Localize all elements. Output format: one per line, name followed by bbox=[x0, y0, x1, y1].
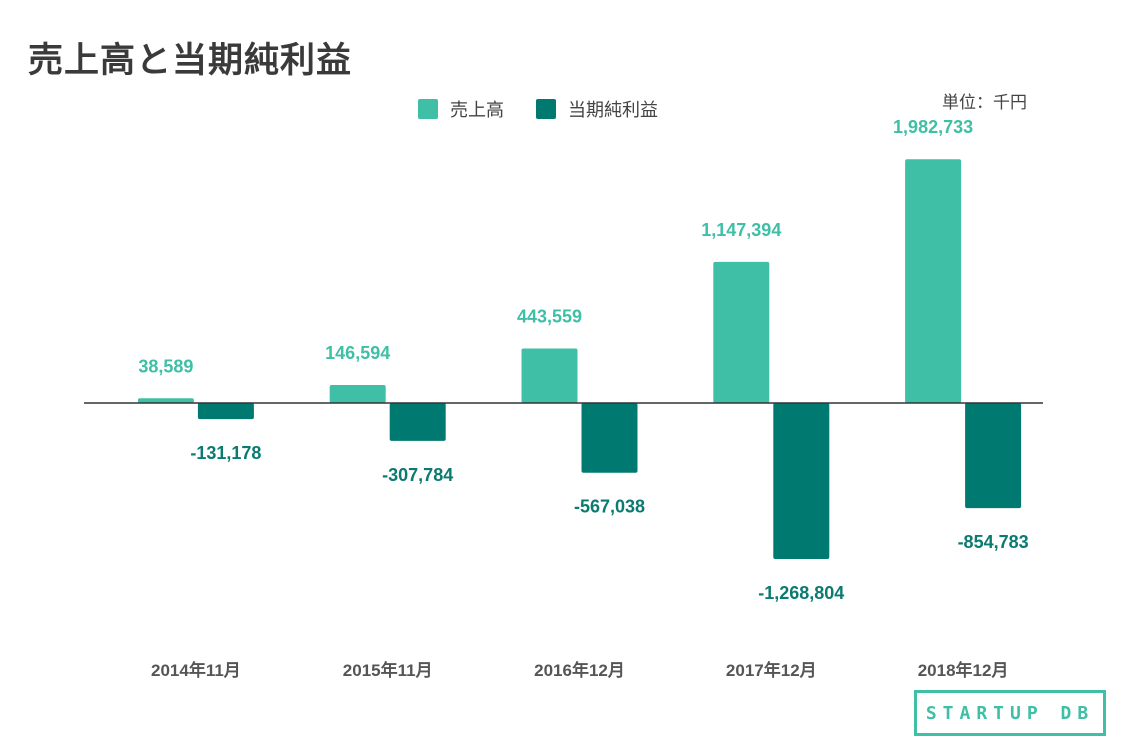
legend-swatch-sales bbox=[418, 99, 438, 119]
net-income-value-label-1: -131,178 bbox=[190, 443, 261, 463]
x-tick-label-5: 2018年12月 bbox=[918, 660, 1009, 680]
legend: 売上高 当期純利益 bbox=[418, 96, 658, 122]
net-income-bar-5 bbox=[965, 403, 1022, 509]
sales-value-label-3: 443,559 bbox=[517, 306, 582, 326]
x-tick-label-3: 2016年12月 bbox=[534, 660, 625, 680]
net-income-value-label-4: -1,268,804 bbox=[758, 583, 844, 603]
sales-bar-5 bbox=[905, 159, 962, 403]
net-income-value-label-3: -567,038 bbox=[574, 497, 645, 517]
sales-bar-2 bbox=[329, 384, 386, 403]
sales-value-label-5: 1,982,733 bbox=[893, 117, 973, 137]
net-income-bar-4 bbox=[773, 403, 830, 559]
x-tick-label-1: 2014年11月 bbox=[151, 660, 241, 680]
net-income-value-label-2: -307,784 bbox=[382, 465, 453, 485]
net-income-bar-3 bbox=[581, 403, 638, 473]
net-income-value-label-5: -854,783 bbox=[958, 532, 1029, 552]
x-tick-label-4: 2017年12月 bbox=[726, 660, 817, 680]
legend-item-net-income: 当期純利益 bbox=[536, 96, 658, 122]
legend-label-sales: 売上高 bbox=[450, 100, 504, 121]
sales-value-label-4: 1,147,394 bbox=[701, 220, 781, 240]
net-income-bar-2 bbox=[389, 403, 446, 441]
sales-bar-3 bbox=[521, 348, 578, 403]
chart-title: 売上高と当期純利益 bbox=[28, 41, 353, 81]
startup-db-logo: STARTUP DB bbox=[914, 690, 1106, 736]
net-income-bar-1 bbox=[197, 403, 254, 420]
legend-swatch-net-income bbox=[536, 99, 556, 119]
sales-value-label-1: 38,589 bbox=[138, 356, 193, 376]
legend-label-net-income: 当期純利益 bbox=[568, 100, 658, 121]
sales-value-label-2: 146,594 bbox=[325, 343, 390, 363]
legend-item-sales: 売上高 bbox=[418, 96, 504, 122]
unit-label: 単位：千円 bbox=[942, 93, 1027, 113]
sales-bar-1 bbox=[137, 398, 194, 403]
sales-bar-4 bbox=[713, 261, 770, 403]
x-tick-label-2: 2015年11月 bbox=[343, 660, 433, 680]
